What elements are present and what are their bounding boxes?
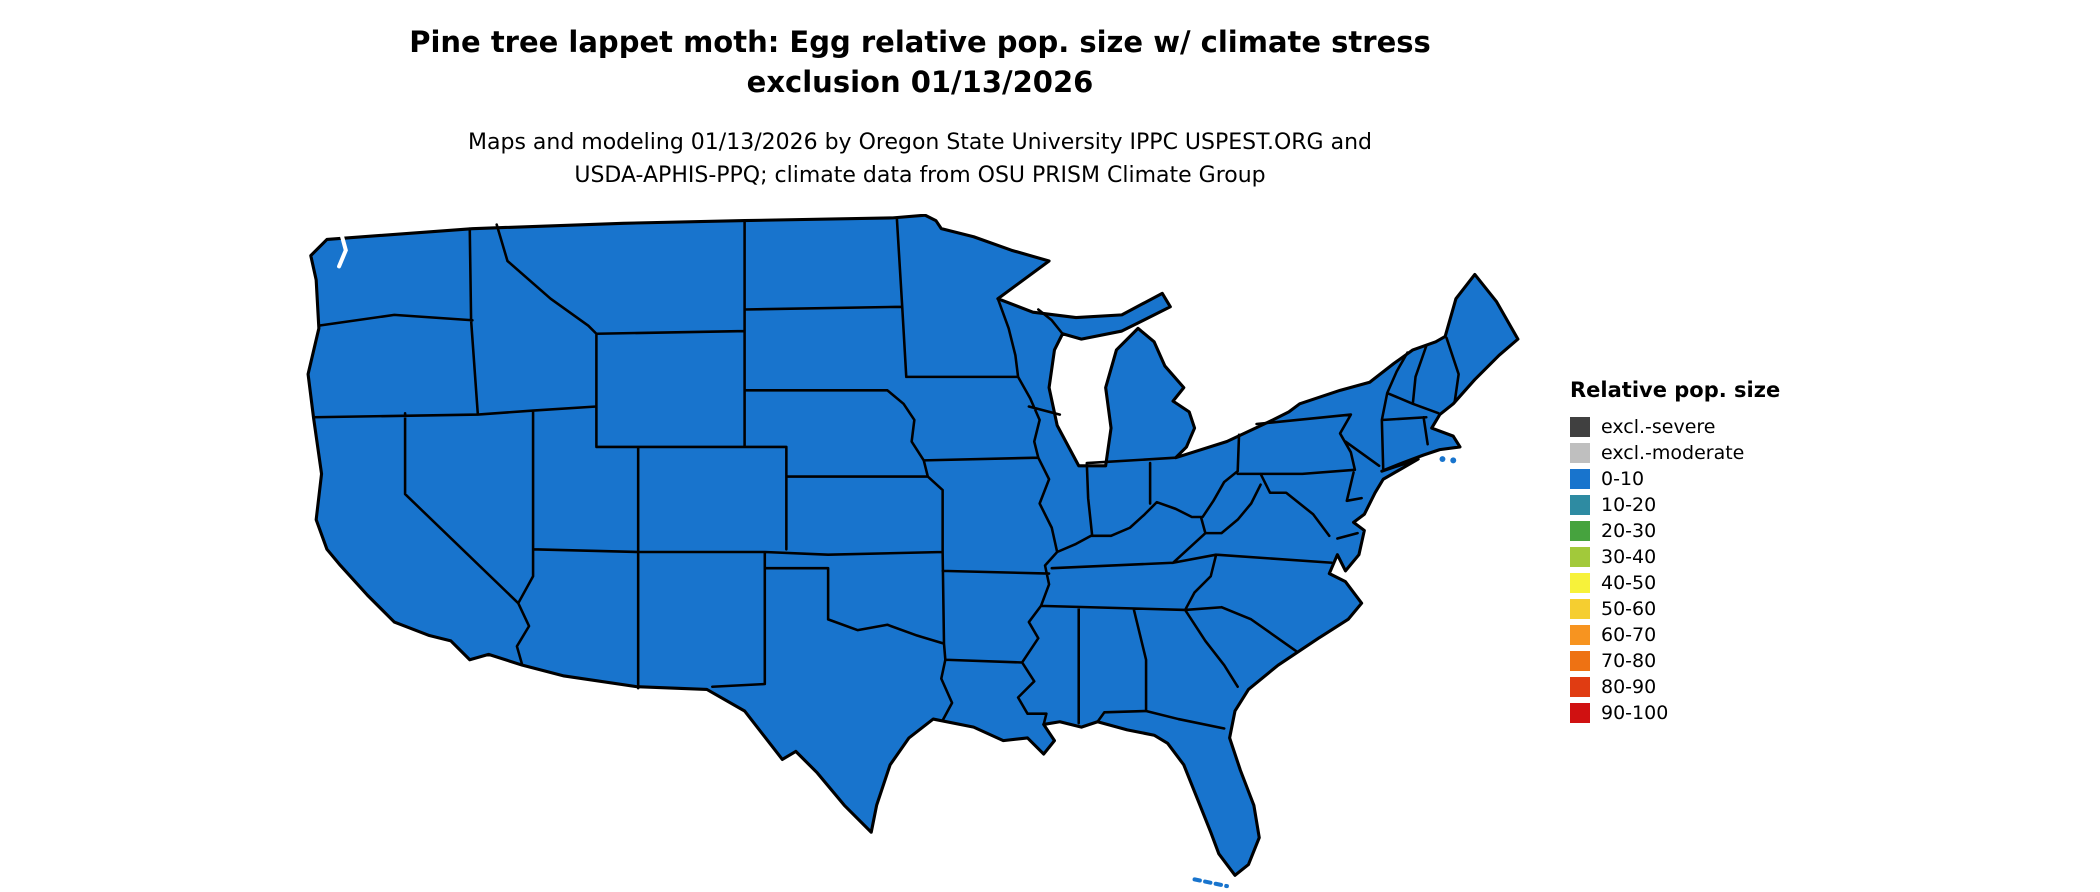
legend-swatch: [1570, 443, 1590, 463]
puget-sound: [337, 233, 348, 269]
us-landmass: [306, 214, 1520, 877]
legend-row: 70-80: [1570, 648, 1870, 674]
legend-row: 40-50: [1570, 570, 1870, 596]
legend-label: 50-60: [1601, 598, 1657, 620]
legend-row: 0-10: [1570, 466, 1870, 492]
legend-row: 80-90: [1570, 674, 1870, 700]
legend-label: 30-40: [1601, 546, 1657, 568]
us-map-svg: [306, 214, 1520, 889]
figure-subtitle: Maps and modeling 01/13/2026 by Oregon S…: [0, 126, 1840, 192]
legend-swatch: [1570, 651, 1590, 671]
legend-title: Relative pop. size: [1570, 378, 1781, 402]
legend-row: 50-60: [1570, 596, 1870, 622]
figure-title: Pine tree lappet moth: Egg relative pop.…: [0, 22, 1840, 102]
legend-label: 80-90: [1601, 676, 1657, 698]
figure-title-line-2: exclusion 01/13/2026: [746, 65, 1094, 100]
legend-swatch: [1570, 469, 1590, 489]
us-map: [300, 214, 1526, 890]
florida-keys: [1192, 877, 1229, 889]
legend-swatch: [1570, 417, 1590, 437]
legend-label: 10-20: [1601, 494, 1657, 516]
legend-row: excl.-moderate: [1570, 440, 1870, 466]
legend-row: 10-20: [1570, 492, 1870, 518]
legend-swatch: [1570, 703, 1590, 723]
legend-label: 70-80: [1601, 650, 1657, 672]
legend-swatch: [1570, 573, 1590, 593]
legend-label: 90-100: [1601, 702, 1669, 724]
legend-swatch: [1570, 547, 1590, 567]
legend-swatch: [1570, 625, 1590, 645]
legend-label: 20-30: [1601, 520, 1657, 542]
legend-row: excl.-severe: [1570, 414, 1870, 440]
legend-swatch: [1570, 495, 1590, 515]
legend-row: 20-30: [1570, 518, 1870, 544]
figure-header: Pine tree lappet moth: Egg relative pop.…: [0, 22, 1840, 192]
legend-row: 30-40: [1570, 544, 1870, 570]
legend-label: 0-10: [1601, 468, 1645, 490]
legend-swatch: [1570, 521, 1590, 541]
legend-swatch: [1570, 599, 1590, 619]
coastal-island-icon: [1439, 456, 1446, 463]
figure-subtitle-line-1: Maps and modeling 01/13/2026 by Oregon S…: [468, 130, 1372, 156]
figure-subtitle-line-2: USDA-APHIS-PPQ; climate data from OSU PR…: [574, 163, 1266, 189]
state-borders: [312, 216, 1460, 730]
legend: Relative pop. size excl.-severe excl.-mod…: [1570, 378, 1870, 726]
coastal-island-icon: [1450, 457, 1457, 464]
legend-row: 90-100: [1570, 700, 1870, 726]
legend-entries: excl.-severe excl.-moderate 0-10 10-20 20-30…: [1570, 414, 1870, 726]
legend-label: 60-70: [1601, 624, 1657, 646]
legend-label: excl.-moderate: [1601, 442, 1745, 464]
legend-row: 60-70: [1570, 622, 1870, 648]
legend-label: 40-50: [1601, 572, 1657, 594]
figure-title-line-1: Pine tree lappet moth: Egg relative pop.…: [409, 25, 1431, 59]
legend-swatch: [1570, 677, 1590, 697]
legend-label: excl.-severe: [1601, 416, 1716, 438]
